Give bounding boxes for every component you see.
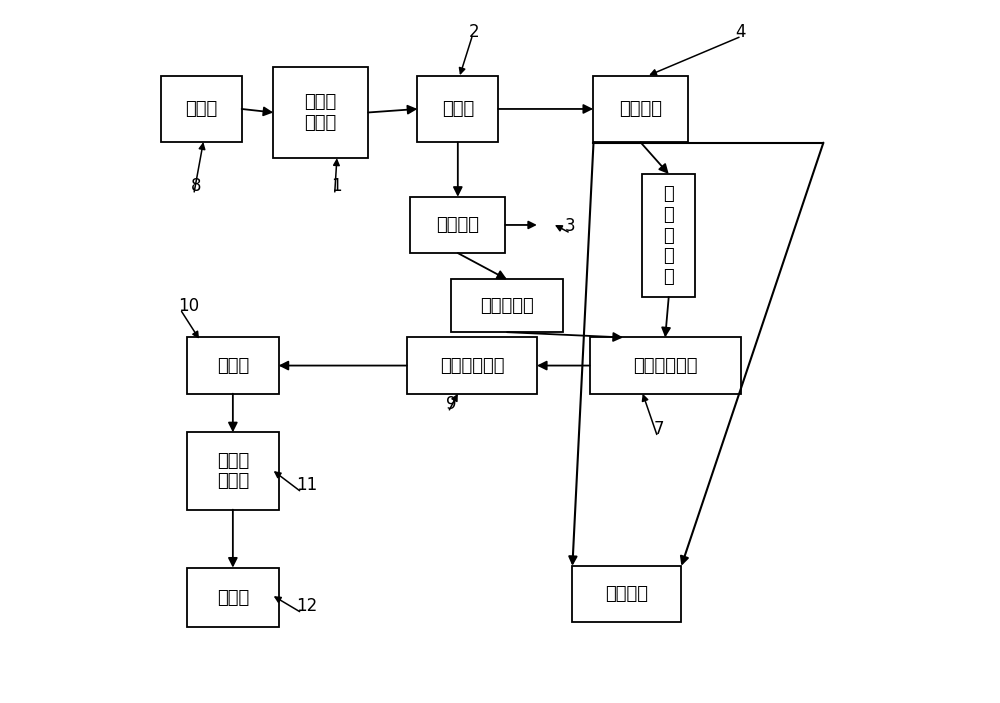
Text: 分光片: 分光片: [442, 100, 474, 118]
Bar: [417, 75, 498, 142]
Text: 11: 11: [296, 476, 317, 494]
Text: 7: 7: [653, 420, 664, 438]
Text: 低频放
大装置: 低频放 大装置: [217, 451, 249, 491]
Text: 2: 2: [468, 22, 479, 41]
Text: 液晶光阀: 液晶光阀: [436, 216, 479, 234]
Bar: [642, 174, 695, 297]
Text: 光波发
射装置: 光波发 射装置: [305, 93, 337, 132]
Bar: [593, 75, 688, 142]
Bar: [161, 75, 242, 142]
Bar: [273, 67, 368, 158]
Bar: [410, 197, 505, 253]
Text: 鉴相器: 鉴相器: [217, 588, 249, 607]
Bar: [407, 337, 537, 394]
Bar: [451, 280, 563, 333]
Bar: [572, 566, 681, 622]
Bar: [187, 432, 279, 510]
Bar: [590, 337, 741, 394]
Text: 3: 3: [565, 217, 575, 236]
Text: 光电转换装置: 光电转换装置: [633, 356, 697, 375]
Text: 混合信号: 混合信号: [605, 585, 648, 603]
Text: 内光路信号: 内光路信号: [480, 297, 534, 315]
Text: 外
光
路
信
号: 外 光 路 信 号: [663, 185, 674, 286]
Text: 4: 4: [736, 22, 746, 41]
Text: 1: 1: [331, 177, 342, 195]
Text: 9: 9: [446, 395, 456, 413]
Bar: [187, 568, 279, 627]
Text: 被测物体: 被测物体: [619, 100, 662, 118]
Text: 12: 12: [296, 597, 317, 615]
Text: 高频放大装置: 高频放大装置: [440, 356, 504, 375]
Text: 8: 8: [191, 177, 201, 195]
Bar: [187, 337, 279, 394]
Text: 振荡器: 振荡器: [185, 100, 217, 118]
Text: 10: 10: [178, 297, 199, 315]
Text: 混频器: 混频器: [217, 356, 249, 375]
